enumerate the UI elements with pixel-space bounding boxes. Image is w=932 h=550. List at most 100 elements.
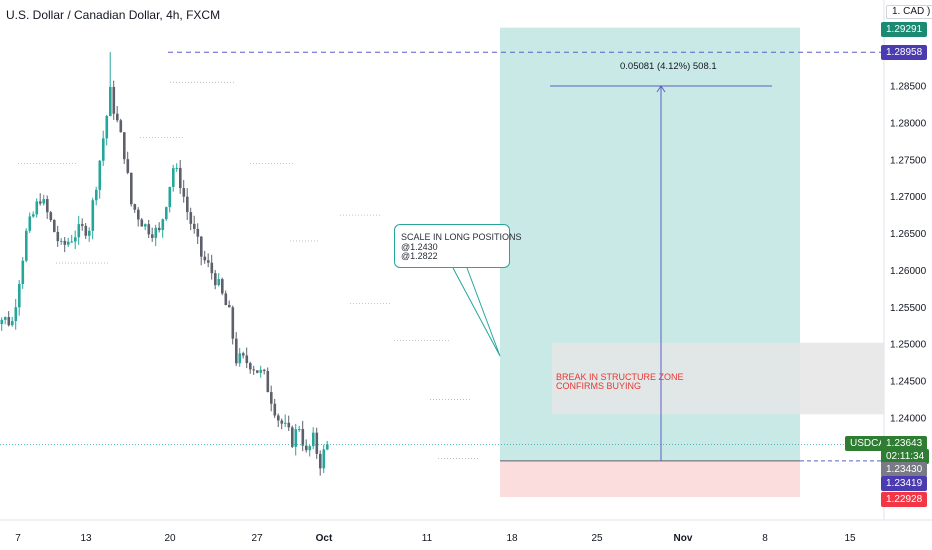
x-tick-label: Oct [316,533,333,544]
candle-body [245,355,249,364]
zone-label-line-1: BREAK IN STRUCTURE ZONE [556,372,684,382]
x-tick-label: 20 [164,533,176,544]
candle-body [18,283,21,308]
candle-body [273,403,277,416]
x-tick-label: 8 [762,533,768,544]
candle-body [319,453,322,469]
candle-body [74,237,77,242]
candle-body [70,241,74,243]
candle-body [242,353,245,356]
candle-body [238,353,242,364]
candle-body [312,432,315,447]
price-tag-level-line: 1.28958 [881,45,928,60]
x-tick-label: 18 [506,533,518,544]
candle-body [259,369,263,373]
callout-line-3: @1.2822 [401,251,438,261]
candle-body [280,420,284,424]
candle-body [158,227,161,231]
candle-body [130,172,133,205]
candle-body [203,256,207,261]
price-tag-stop: 1.22928 [881,492,928,507]
x-tick-label: 7 [15,533,21,544]
candle-body [175,167,179,169]
callout-line-1: SCALE IN LONG POSITIONS [401,232,522,242]
candle-body [308,446,312,451]
candle-body [284,422,287,424]
candle-body [217,279,221,286]
candle-body [123,132,126,160]
candle-body [322,449,326,469]
candle-body [67,241,70,245]
price-tag-grey: 1.23430 [881,462,928,477]
candle-body [144,224,147,227]
x-tick-label: 13 [80,533,92,544]
candle-body [137,209,140,220]
candle-body [0,319,4,325]
candle-body [161,219,165,231]
candle-body [140,219,144,227]
candle-body [126,159,130,173]
measure-label: 0.05081 (4.12%) 508.1 [620,61,717,72]
candle-body [32,214,35,217]
candle-body [116,113,119,121]
y-tick-label: 1.28500 [890,82,927,93]
measure-arrowhead [656,85,666,93]
candle-body [105,116,109,139]
candle-body [165,207,168,220]
candle-body [182,188,186,197]
candle-body [84,225,88,236]
y-tick-label: 1.24000 [890,414,927,425]
candle-body [112,86,116,114]
callout-box[interactable]: SCALE IN LONG POSITIONS @1.2430 @1.2822 [394,224,522,268]
candle-body [224,293,228,306]
price-tag-entry: 1.23419 [881,476,928,491]
candle-body [154,227,158,238]
x-tick-label: 25 [591,533,603,544]
candle-body [193,223,196,229]
callout-pointer [452,267,501,357]
candle-body [102,138,105,161]
price-tag-target: 1.29291 [881,22,928,37]
candle-body [4,317,7,320]
candle-body [305,445,308,451]
y-tick-label: 1.27500 [890,155,927,166]
y-tick-label: 1.25500 [890,303,927,314]
candle-body [294,429,298,447]
candle-body [172,168,175,187]
x-tick-label: 27 [251,533,263,544]
candle-body [42,199,46,204]
candle-body [200,236,203,257]
candle-body [28,216,32,231]
candle-body [77,224,81,238]
candle-body [315,432,319,454]
candle-body [109,86,112,117]
candle-body [14,307,18,322]
candle-body [46,199,49,213]
y-tick-label: 1.24500 [890,377,927,388]
stop-zone[interactable] [500,460,800,498]
structure-zone[interactable] [552,342,884,415]
candle-body [291,427,294,447]
candle-body [147,224,151,235]
candle-body [11,321,14,326]
callout-line-2: @1.2430 [401,242,438,252]
candle-body [179,167,182,189]
zone-label-line-2: CONFIRMS BUYING [556,381,642,391]
candle-body [196,228,200,237]
time-axis: 7 13 20 27 Oct 11 18 25 Nov 8 15 [15,533,856,544]
candle-body [186,196,189,213]
candle-body [133,204,137,210]
currency-label[interactable]: 1. CAD ) [886,5,932,19]
candle-body [210,262,214,274]
candle-body [7,317,11,326]
candle-body [252,369,256,371]
y-tick-label: 1.27000 [890,192,927,203]
candle-body [25,230,28,261]
candle-body [49,212,53,221]
candle-body [298,429,301,431]
candle-body [263,369,266,371]
candle-body [189,212,193,224]
candle-body [266,370,270,393]
candle-body [249,363,252,370]
